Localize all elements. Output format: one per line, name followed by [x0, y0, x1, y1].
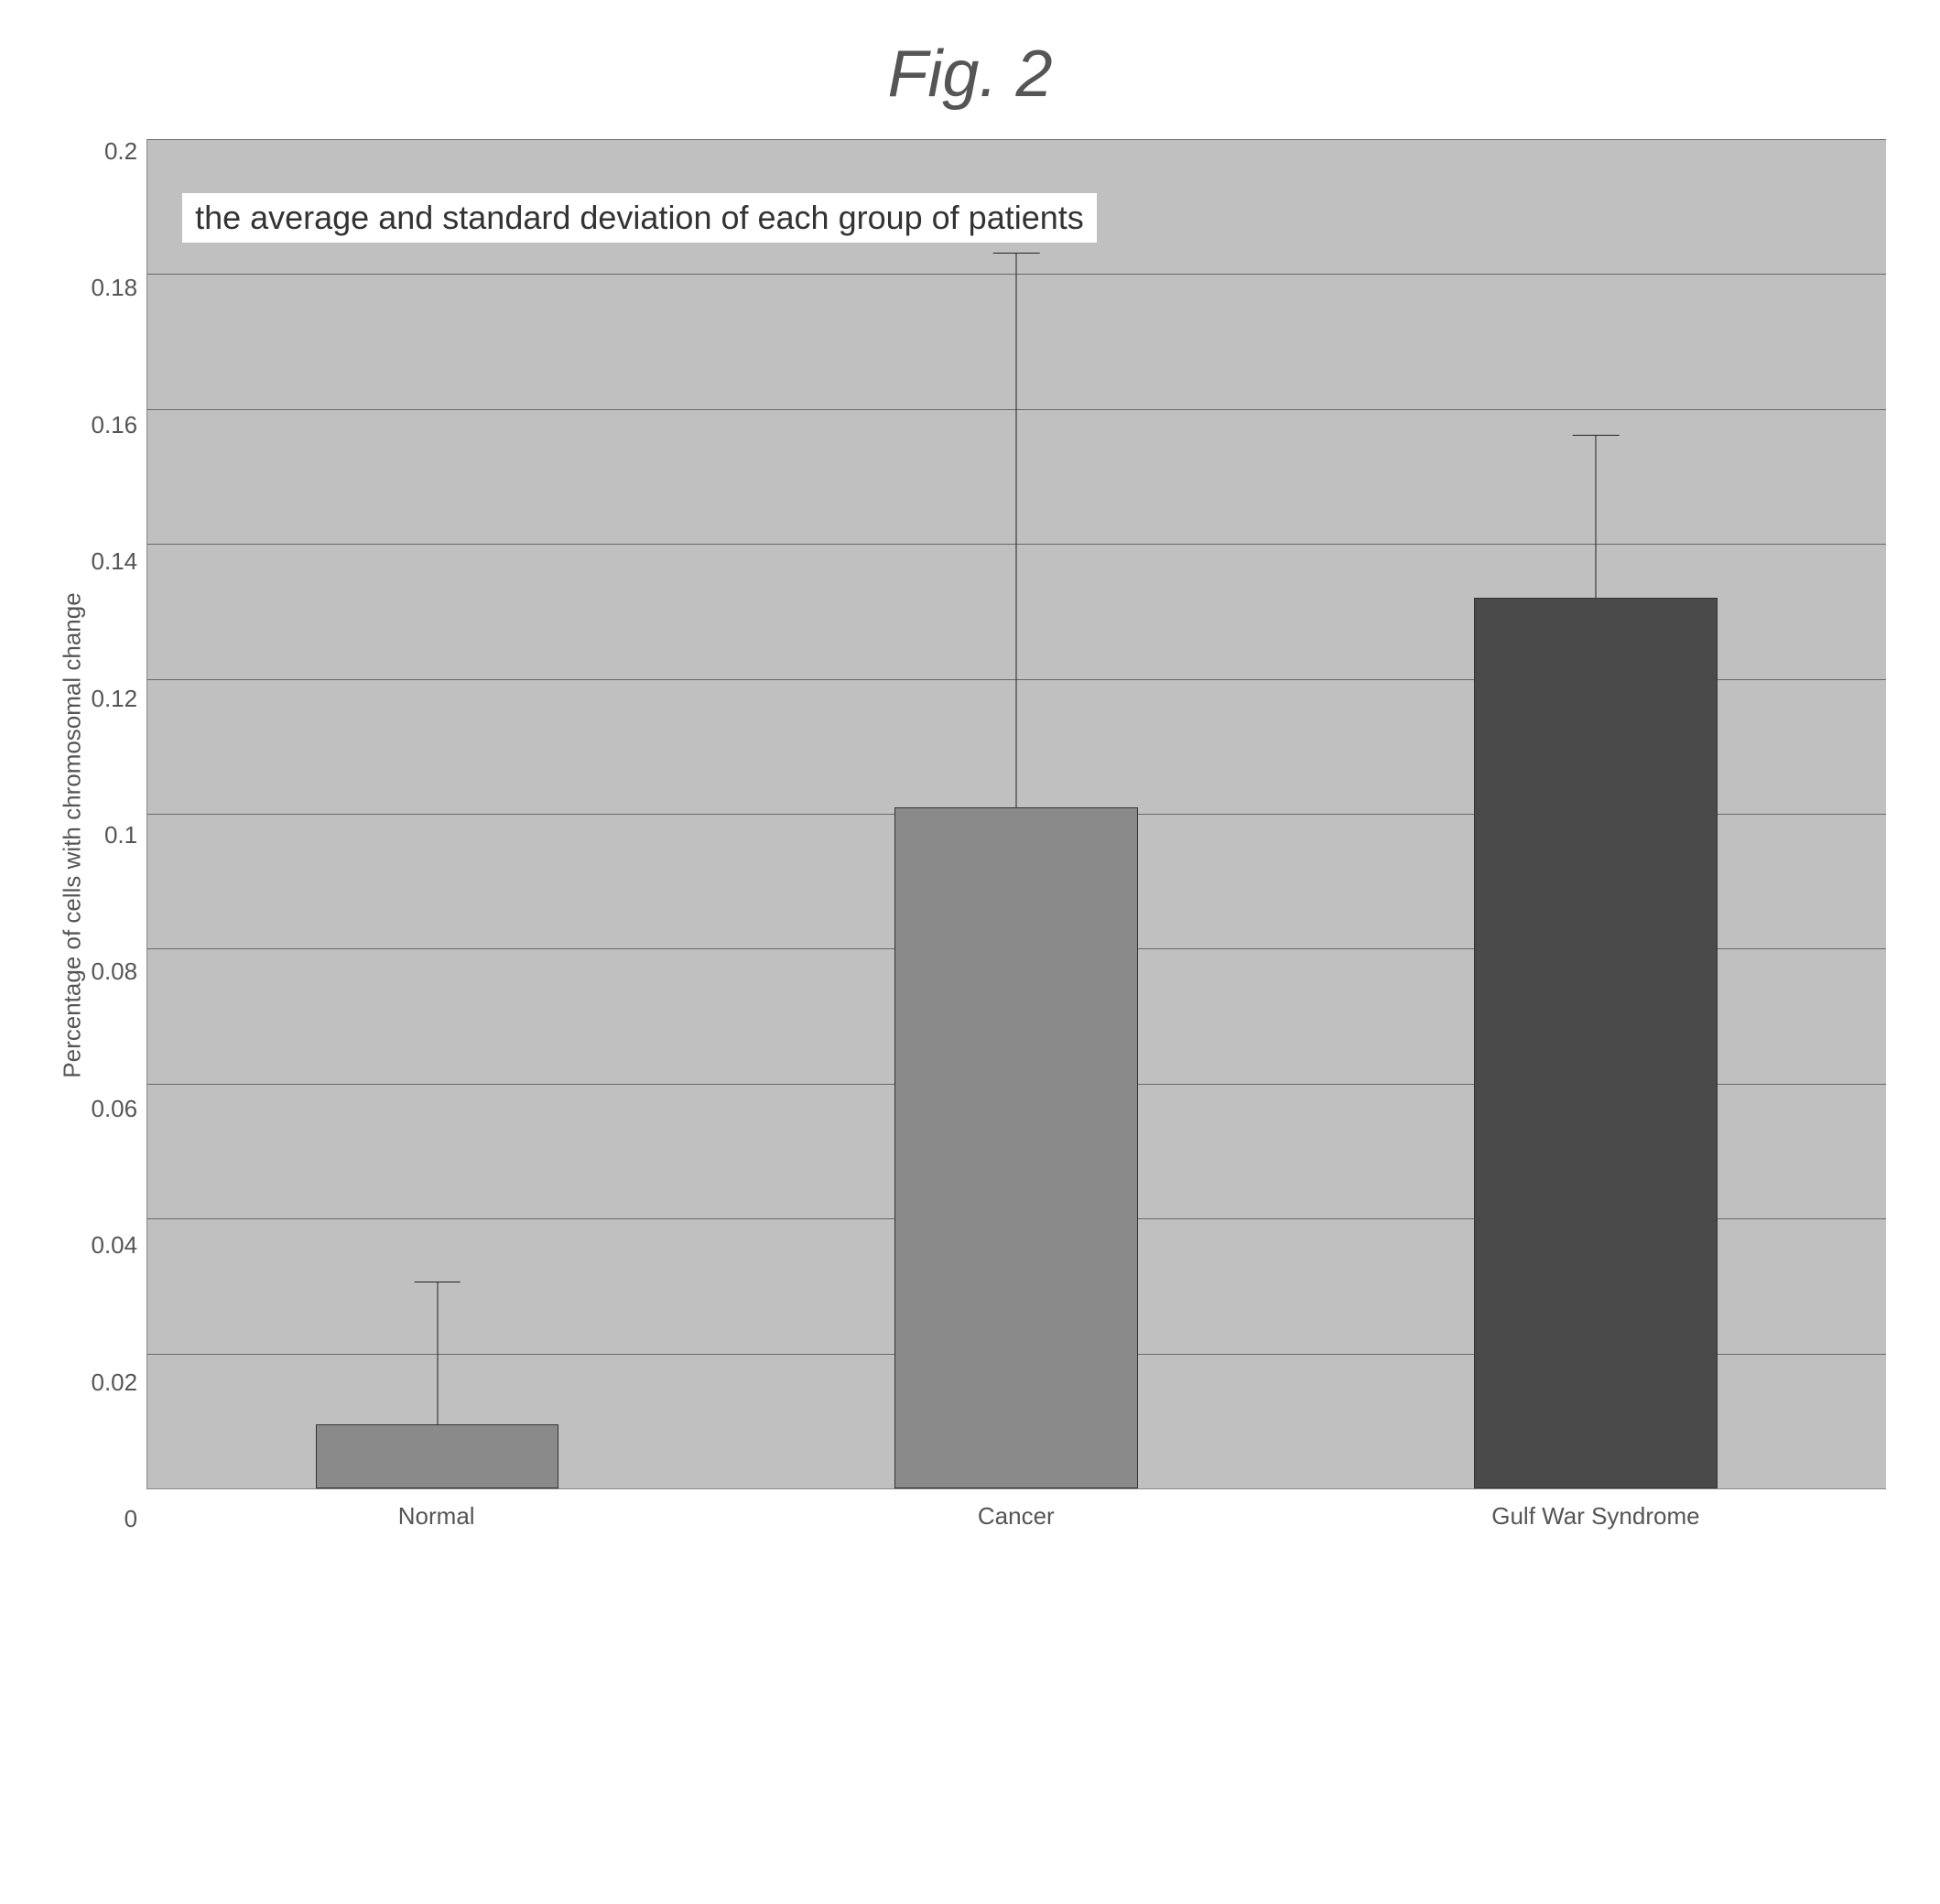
y-tick: 0.1 — [92, 823, 138, 847]
y-tick: 0 — [92, 1507, 138, 1531]
y-tick: 0.16 — [92, 413, 138, 437]
figure-title: Fig. 2 — [55, 37, 1886, 112]
error-bar — [437, 1282, 438, 1424]
y-ticks: 0.2 0.18 0.16 0.14 0.12 0.1 0.08 0.06 0.04 0.02 0 — [92, 139, 147, 1531]
chart-wrapper: Percentage of cells with chromosomal cha… — [55, 139, 1886, 1531]
error-bar-cap — [1573, 435, 1620, 436]
error-bar — [1016, 254, 1017, 806]
ylabel-wrapper: Percentage of cells with chromosomal cha… — [55, 139, 92, 1531]
x-label: Cancer — [726, 1502, 1306, 1531]
error-bar — [1596, 436, 1597, 598]
y-tick: 0.12 — [92, 687, 138, 710]
y-tick: 0.2 — [92, 139, 138, 163]
figure-container: Fig. 2 Percentage of cells with chromoso… — [55, 37, 1886, 1531]
bar — [316, 1424, 559, 1488]
bar-slot — [1306, 139, 1886, 1488]
y-axis-label: Percentage of cells with chromosomal cha… — [59, 592, 87, 1077]
y-tick: 0.06 — [92, 1097, 138, 1120]
y-tick: 0.18 — [92, 276, 138, 299]
x-labels: NormalCancerGulf War Syndrome — [146, 1502, 1885, 1531]
bar-slot — [727, 139, 1306, 1488]
bar — [1474, 598, 1718, 1488]
bars-layer — [147, 139, 1885, 1488]
y-tick: 0.14 — [92, 549, 138, 573]
x-label: Normal — [146, 1502, 726, 1531]
bar-slot — [147, 139, 727, 1488]
bar — [894, 807, 1138, 1488]
y-tick: 0.04 — [92, 1233, 138, 1257]
x-label: Gulf War Syndrome — [1306, 1502, 1885, 1531]
y-tick: 0.02 — [92, 1370, 138, 1394]
plot-area: the average and standard deviation of ea… — [146, 139, 1885, 1489]
error-bar-cap — [993, 253, 1040, 254]
y-tick: 0.08 — [92, 959, 138, 983]
